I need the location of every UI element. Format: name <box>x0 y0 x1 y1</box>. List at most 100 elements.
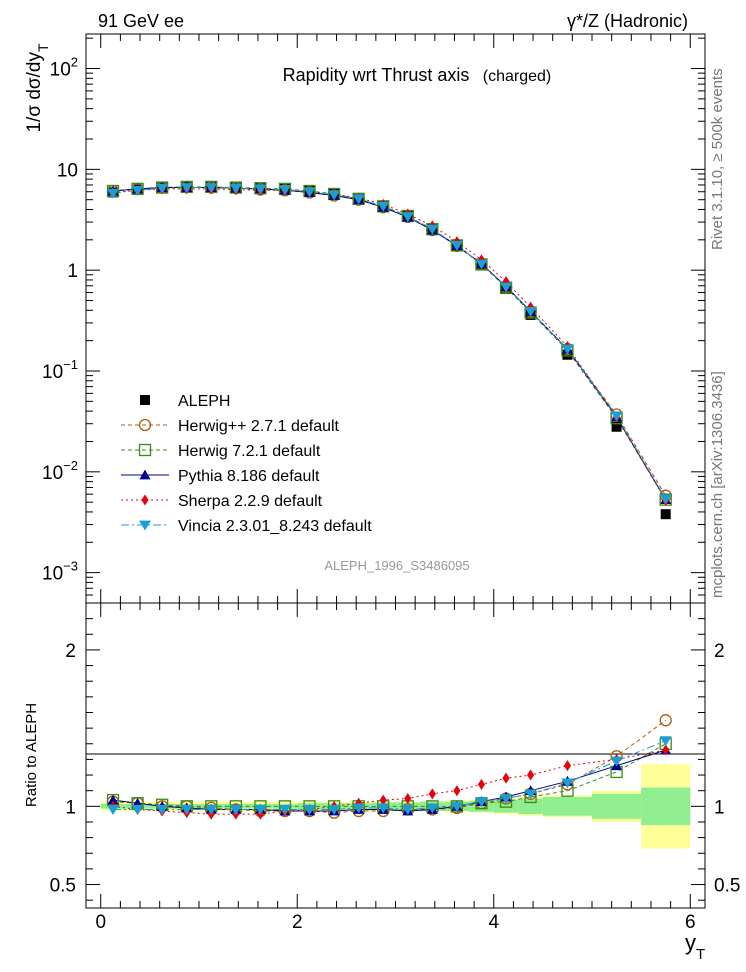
x-tick-label: 6 <box>685 912 696 933</box>
ratio-y-axis-label: Ratio to ALEPH <box>23 703 40 807</box>
main-y-tick-label: 102 <box>50 55 78 81</box>
main-y-tick-label-exponent: −3 <box>63 559 78 574</box>
ratio-point-herwig-2-7-1-default <box>659 714 672 727</box>
main-y-tick-label-base: 10 <box>57 160 78 181</box>
main-y-tick-label-base: 1 <box>67 261 78 282</box>
main-point-vincia-2-3-01-8-243-default <box>106 188 120 199</box>
ratio-point-vincia-2-3-01-8-243-default <box>659 736 672 747</box>
legend-label-herwig-2-7-1-default: Herwig++ 2.7.1 default <box>178 418 340 435</box>
ratio-band-stat <box>592 793 642 819</box>
ratio-point-vincia-2-3-01-8-243-default <box>377 803 390 814</box>
main-y-tick-label-base: 10 <box>42 564 63 585</box>
ratio-band-stat <box>518 798 543 815</box>
main-y-tick-label: 10−2 <box>42 458 78 484</box>
analysis-watermark: ALEPH_1996_S3486095 <box>324 558 469 573</box>
ratio-point-vincia-2-3-01-8-243-default <box>426 803 439 814</box>
main-point-vincia-2-3-01-8-243-default <box>254 184 267 195</box>
main-y-tick-label: 10−1 <box>42 357 78 383</box>
legend-label-aleph: ALEPH <box>178 393 230 410</box>
ratio-band-stat <box>542 796 593 816</box>
ratio-point-sherpa-2-2-9-default <box>502 772 510 784</box>
y-axis-label-prefix: 1/σ dσ/dy <box>24 52 45 133</box>
ratio-point-vincia-2-3-01-8-243-default <box>475 797 488 808</box>
ratio-band-stat <box>641 787 691 826</box>
ratio-plot-marks <box>106 714 672 820</box>
ratio-point-sherpa-2-2-9-default <box>404 793 412 805</box>
ratio-point-vincia-2-3-01-8-243-default <box>450 801 463 812</box>
main-point-vincia-2-3-01-8-243-default <box>229 183 242 194</box>
ratio-point-vincia-2-3-01-8-243-default <box>524 789 537 800</box>
ratio-point-sherpa-2-2-9-default <box>527 769 535 781</box>
main-point-aleph <box>660 509 671 520</box>
main-y-tick-label: 10 <box>57 160 78 181</box>
ratio-point-sherpa-2-2-9-default <box>662 744 670 756</box>
main-y-tick-label: 1 <box>67 261 78 282</box>
main-point-vincia-2-3-01-8-243-default <box>352 194 365 205</box>
ratio-point-sherpa-2-2-9-default <box>453 785 461 797</box>
main-y-tick-label-base: 10 <box>42 463 63 484</box>
ratio-point-vincia-2-3-01-8-243-default <box>106 805 120 815</box>
ratio-y-tick-label-right: 1 <box>714 797 725 818</box>
ratio-point-vincia-2-3-01-8-243-default <box>561 778 574 789</box>
main-point-vincia-2-3-01-8-243-default <box>426 224 439 235</box>
ratio-point-vincia-2-3-01-8-243-default <box>328 805 341 815</box>
main-point-vincia-2-3-01-8-243-default <box>499 282 513 293</box>
main-y-tick-label-exponent: −2 <box>63 458 78 473</box>
ratio-y-tick-label-right: 0.5 <box>714 876 740 897</box>
ratio-y-tick-label-right: 2 <box>714 641 725 662</box>
header-left-label: 91 GeV ee <box>98 11 184 31</box>
legend-label-herwig-7-2-1-default: Herwig 7.2.1 default <box>178 443 321 460</box>
main-point-aleph <box>611 421 622 432</box>
legend-marker-pythia-8-186-default <box>139 469 151 480</box>
ratio-point-vincia-2-3-01-8-243-default <box>303 805 316 815</box>
x-axis-label-base: y <box>685 930 696 955</box>
main-y-tick-label-exponent: 2 <box>71 55 78 70</box>
ratio-y-tick-label-left: 1 <box>65 797 76 818</box>
legend-label-sherpa-2-2-9-default: Sherpa 2.2.9 default <box>178 493 323 510</box>
ratio-point-vincia-2-3-01-8-243-default <box>180 805 193 815</box>
ratio-plot-panel: 0.5 0.5 1 1 2 2 0 2 4 6 Ratio to ALEPH yT <box>23 602 740 963</box>
legend-label-pythia-8-186-default: Pythia 8.186 default <box>178 468 320 485</box>
x-axis-label-subscript: T <box>696 946 705 963</box>
main-point-vincia-2-3-01-8-243-default <box>180 183 193 194</box>
ratio-point-vincia-2-3-01-8-243-default <box>131 805 144 815</box>
ratio-y-tick-label-left: 0.5 <box>50 876 76 897</box>
ratio-point-vincia-2-3-01-8-243-default <box>205 805 218 815</box>
main-y-tick-label: 10−3 <box>42 559 78 585</box>
rivet-version-label: Rivet 3.1.10, ≥ 500k events <box>709 68 726 250</box>
ratio-point-vincia-2-3-01-8-243-default <box>499 794 513 805</box>
legend-marker-vincia-2-3-01-8-243-default <box>138 520 152 531</box>
main-point-vincia-2-3-01-8-243-default <box>328 190 341 201</box>
mcplots-label: mcplots.cern.ch [arXiv:1306.3436] <box>709 371 726 598</box>
main-point-vincia-2-3-01-8-243-default <box>659 494 672 505</box>
header-right-label: γ*/Z (Hadronic) <box>567 11 688 31</box>
y-axis-label-subscript: T <box>35 43 51 52</box>
x-axis-label: yT <box>685 930 705 963</box>
ratio-point-vincia-2-3-01-8-243-default <box>229 805 242 815</box>
plot-title: Rapidity wrt Thrust axis <box>283 65 470 85</box>
ratio-point-sherpa-2-2-9-default <box>477 778 486 790</box>
main-point-vincia-2-3-01-8-243-default <box>278 185 292 196</box>
ratio-y-tick-label-left: 2 <box>65 641 76 662</box>
main-point-vincia-2-3-01-8-243-default <box>561 344 574 355</box>
legend-marker-aleph <box>140 395 150 405</box>
main-point-vincia-2-3-01-8-243-default <box>303 187 316 198</box>
main-y-tick-label-base: 10 <box>50 60 71 81</box>
x-tick-label: 0 <box>95 912 106 933</box>
ratio-point-vincia-2-3-01-8-243-default <box>610 756 623 767</box>
legend-marker-herwig-2-7-1-default <box>138 418 152 432</box>
ratio-point-vincia-2-3-01-8-243-default <box>156 805 169 815</box>
y-axis-label: 1/σ dσ/dyT <box>24 43 51 133</box>
main-point-vincia-2-3-01-8-243-default <box>524 307 537 317</box>
ratio-point-vincia-2-3-01-8-243-default <box>352 803 365 814</box>
ratio-point-vincia-2-3-01-8-243-default <box>278 805 292 815</box>
main-point-vincia-2-3-01-8-243-default <box>475 259 488 270</box>
plot-subtitle: (charged) <box>483 68 551 85</box>
main-point-vincia-2-3-01-8-243-default <box>450 241 463 251</box>
ratio-plot-frame <box>85 602 706 909</box>
main-point-vincia-2-3-01-8-243-default <box>401 212 414 223</box>
legend-marker-sherpa-2-2-9-default <box>141 494 149 506</box>
main-point-vincia-2-3-01-8-243-default <box>156 183 169 194</box>
